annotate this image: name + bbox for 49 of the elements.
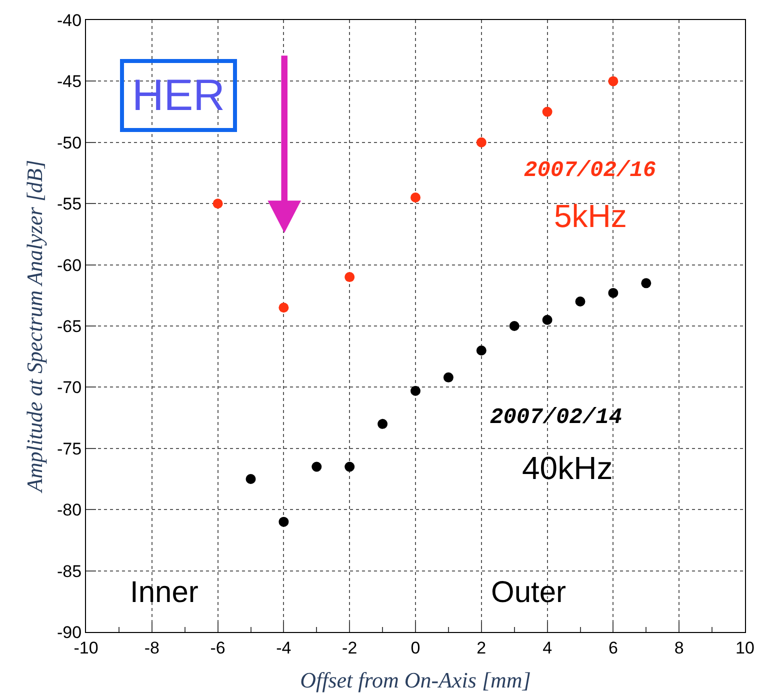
point <box>344 272 355 282</box>
y-axis-title: Amplitude at Spectrum Analyzer [dB] <box>22 160 47 494</box>
annotation: HER <box>132 71 225 120</box>
annotation: Outer <box>491 576 566 609</box>
point <box>608 288 618 298</box>
point <box>641 278 652 288</box>
annotation: 2007/02/16 <box>524 158 656 183</box>
y-tick-label: -80 <box>57 500 82 520</box>
y-tick-label: -40 <box>57 10 82 30</box>
point <box>476 137 486 148</box>
point <box>378 418 388 429</box>
x-tick-label: -2 <box>342 638 358 658</box>
point <box>542 314 552 325</box>
point <box>575 296 586 307</box>
annotation: Inner <box>130 576 198 609</box>
point <box>344 462 355 472</box>
text: 5kHz <box>554 198 627 234</box>
x-tick-label: -4 <box>276 638 292 658</box>
point <box>410 386 420 396</box>
annotation: 2007/02/14 <box>490 405 622 430</box>
x-tick-label: -6 <box>210 638 226 658</box>
point <box>443 372 454 382</box>
point <box>246 474 256 484</box>
x-axis-title: Offset from On-Axis [mm] <box>300 667 531 692</box>
y-tick-label: -60 <box>57 256 82 275</box>
point <box>278 516 289 527</box>
x-tick-label: 10 <box>736 638 754 658</box>
y-tick-label: -55 <box>57 194 82 214</box>
y-tick-label: -65 <box>57 316 82 336</box>
point <box>212 198 223 209</box>
point <box>542 106 552 117</box>
y-tick-label: -45 <box>57 72 82 92</box>
x-tick-label: 6 <box>608 638 618 658</box>
y-tick-label: -50 <box>57 133 82 152</box>
y-tick-label: -70 <box>57 378 82 398</box>
y-tick-label: -85 <box>57 562 82 581</box>
point <box>476 345 486 356</box>
point <box>278 302 289 313</box>
x-tick-label: -8 <box>144 638 160 658</box>
y-tick-label: -75 <box>57 439 82 458</box>
x-tick-label: 4 <box>542 638 552 658</box>
x-tick-label: 2 <box>476 638 486 658</box>
point <box>608 76 618 86</box>
x-tick-label: 8 <box>674 638 684 658</box>
text: 40kHz <box>522 450 613 486</box>
point <box>410 192 420 202</box>
x-tick-label: 0 <box>410 638 420 658</box>
point <box>509 321 520 331</box>
point <box>312 462 322 472</box>
